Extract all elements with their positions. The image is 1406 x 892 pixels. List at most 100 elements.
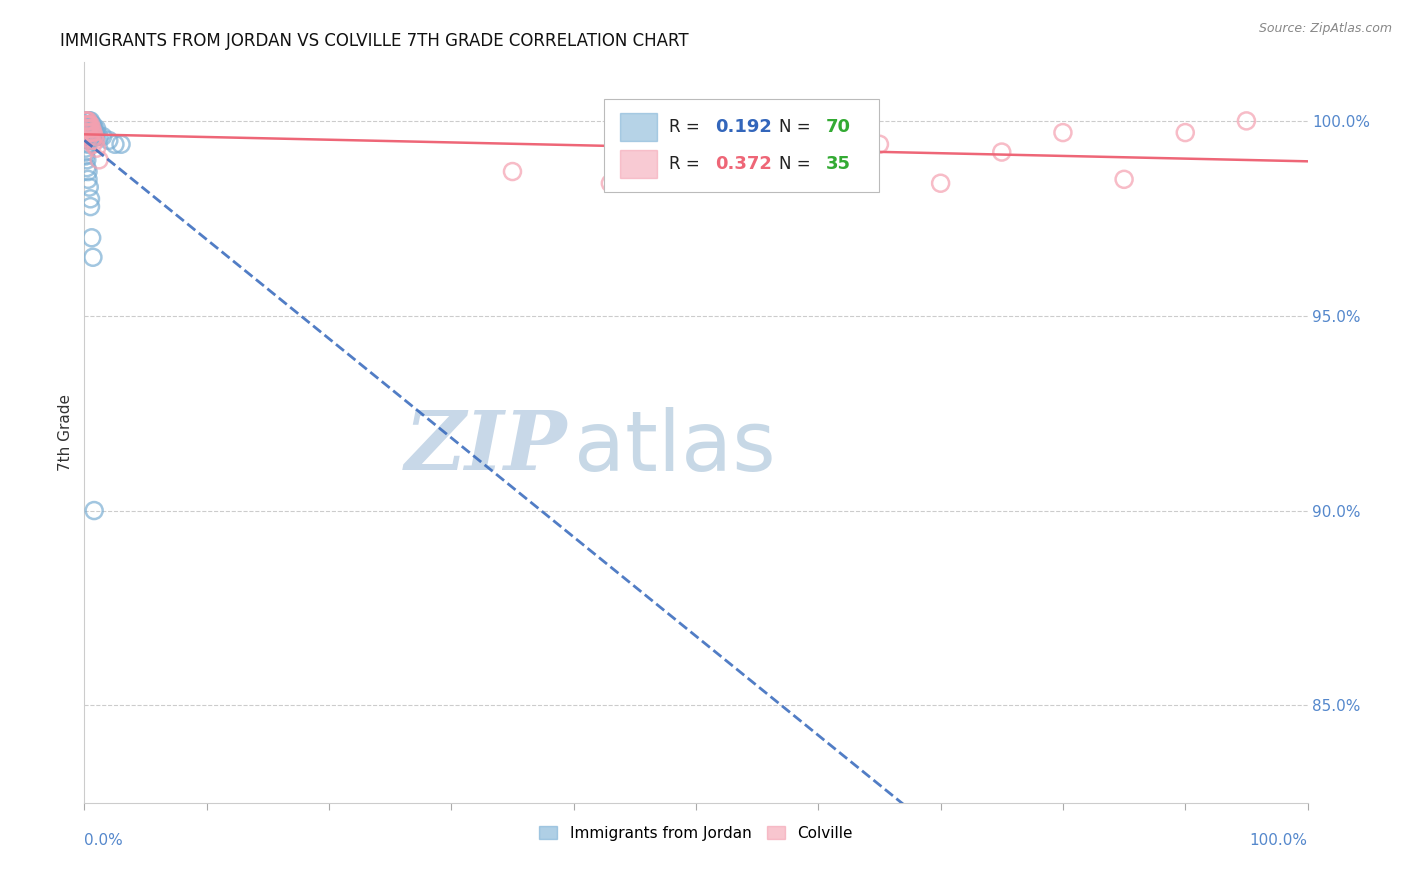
Text: R =: R = bbox=[669, 155, 704, 173]
Point bbox=[87, 129, 110, 144]
Text: Source: ZipAtlas.com: Source: ZipAtlas.com bbox=[1258, 22, 1392, 36]
Text: atlas: atlas bbox=[574, 407, 775, 488]
Point bbox=[79, 118, 101, 132]
Text: 0.372: 0.372 bbox=[716, 155, 772, 173]
Point bbox=[82, 121, 104, 136]
Point bbox=[599, 176, 621, 190]
Point bbox=[75, 121, 97, 136]
Text: 0.192: 0.192 bbox=[716, 118, 772, 136]
Point bbox=[77, 118, 100, 132]
Point bbox=[77, 180, 100, 194]
Point bbox=[80, 121, 103, 136]
Point bbox=[86, 129, 108, 144]
Point bbox=[77, 114, 100, 128]
Point bbox=[77, 121, 100, 136]
Point bbox=[75, 118, 97, 132]
FancyBboxPatch shape bbox=[605, 99, 880, 192]
Point bbox=[75, 118, 97, 132]
Point bbox=[77, 118, 100, 132]
Point bbox=[82, 126, 104, 140]
Point bbox=[77, 164, 100, 178]
Point bbox=[75, 114, 97, 128]
Point bbox=[80, 118, 103, 132]
Text: ZIP: ZIP bbox=[405, 408, 568, 487]
Point bbox=[75, 126, 97, 140]
Point bbox=[75, 118, 97, 132]
Point bbox=[1236, 114, 1258, 128]
Point bbox=[77, 118, 100, 132]
Point bbox=[79, 126, 101, 140]
Point bbox=[83, 129, 105, 144]
Point bbox=[104, 137, 127, 152]
Point bbox=[97, 133, 120, 147]
Point bbox=[84, 129, 107, 144]
Point bbox=[79, 114, 101, 128]
Y-axis label: 7th Grade: 7th Grade bbox=[58, 394, 73, 471]
Point bbox=[76, 118, 98, 132]
Point bbox=[77, 121, 100, 136]
Text: N =: N = bbox=[779, 155, 815, 173]
Point bbox=[80, 133, 103, 147]
Point bbox=[1174, 126, 1197, 140]
Point bbox=[76, 114, 98, 128]
Point bbox=[110, 137, 132, 152]
Point bbox=[75, 114, 97, 128]
Bar bbox=[620, 112, 657, 141]
Text: 100.0%: 100.0% bbox=[1250, 833, 1308, 848]
Text: IMMIGRANTS FROM JORDAN VS COLVILLE 7TH GRADE CORRELATION CHART: IMMIGRANTS FROM JORDAN VS COLVILLE 7TH G… bbox=[60, 32, 689, 50]
Point bbox=[80, 126, 103, 140]
Legend: Immigrants from Jordan, Colville: Immigrants from Jordan, Colville bbox=[533, 820, 859, 847]
Point bbox=[79, 200, 101, 214]
Point bbox=[83, 503, 105, 517]
Text: R =: R = bbox=[669, 118, 704, 136]
Point bbox=[79, 129, 101, 144]
Point bbox=[76, 129, 98, 144]
Point bbox=[502, 164, 524, 178]
Text: N =: N = bbox=[779, 118, 815, 136]
Text: 35: 35 bbox=[825, 155, 851, 173]
Point bbox=[77, 137, 100, 152]
Point bbox=[86, 121, 108, 136]
Point bbox=[86, 141, 108, 155]
Point bbox=[75, 118, 97, 132]
Point bbox=[77, 118, 100, 132]
Point bbox=[76, 161, 98, 175]
Point bbox=[84, 133, 107, 147]
Point bbox=[869, 137, 891, 152]
Point bbox=[76, 121, 98, 136]
Point bbox=[83, 126, 105, 140]
Point bbox=[75, 126, 97, 140]
Point bbox=[76, 153, 98, 167]
Point bbox=[747, 169, 769, 183]
Point bbox=[77, 126, 100, 140]
Point bbox=[83, 121, 105, 136]
Point bbox=[807, 153, 830, 167]
Point bbox=[82, 126, 104, 140]
Point bbox=[77, 133, 100, 147]
Point bbox=[82, 118, 104, 132]
Point bbox=[77, 121, 100, 136]
Point bbox=[75, 114, 97, 128]
Point bbox=[77, 126, 100, 140]
Point bbox=[685, 141, 707, 155]
Point bbox=[77, 133, 100, 147]
Point bbox=[77, 129, 100, 144]
Point bbox=[76, 129, 98, 144]
Point bbox=[76, 121, 98, 136]
Point bbox=[91, 129, 114, 144]
Point bbox=[76, 114, 98, 128]
Point bbox=[76, 114, 98, 128]
Point bbox=[79, 118, 101, 132]
Point bbox=[76, 121, 98, 136]
Point bbox=[77, 129, 100, 144]
Point bbox=[1114, 172, 1136, 186]
Point bbox=[75, 145, 97, 159]
Point bbox=[80, 129, 103, 144]
Text: 0.0%: 0.0% bbox=[84, 833, 124, 848]
Point bbox=[76, 126, 98, 140]
Point bbox=[77, 118, 100, 132]
Point bbox=[77, 114, 100, 128]
Point bbox=[75, 121, 97, 136]
Point bbox=[87, 153, 110, 167]
Point bbox=[77, 114, 100, 128]
